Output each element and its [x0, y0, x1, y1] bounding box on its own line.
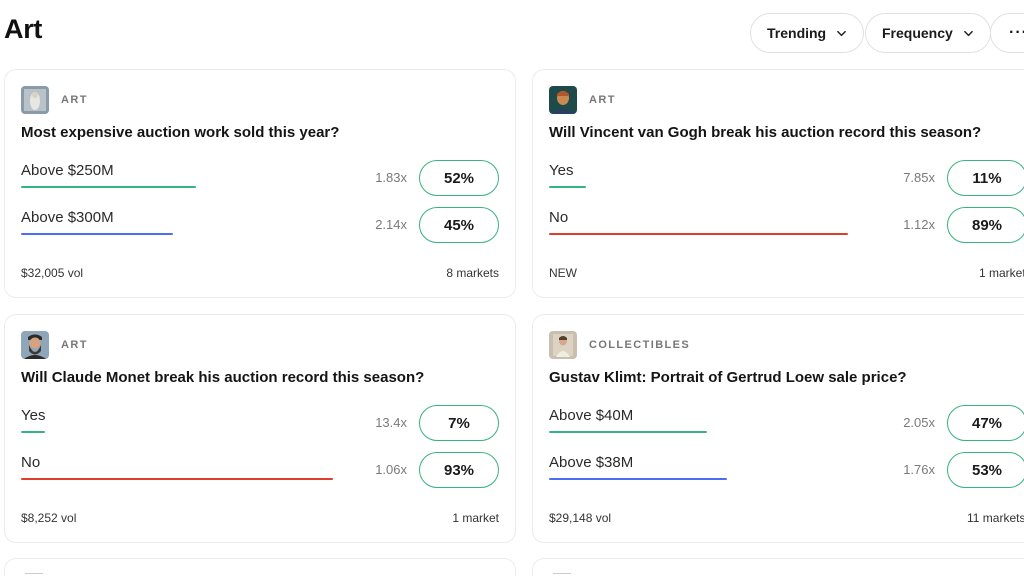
frequency-filter-button[interactable]: Frequency — [865, 13, 991, 53]
page-title: Art — [4, 14, 43, 44]
outcome-row[interactable]: No 1.12x 89% — [549, 207, 1024, 247]
outcome-probability-bar — [21, 186, 196, 188]
klimt-portrait-thumbnail-icon — [549, 331, 577, 359]
outcome-label: Yes — [549, 162, 574, 179]
outcome-multiplier: 1.12x — [903, 217, 935, 232]
outcome-label: Above $38M — [549, 454, 634, 471]
market-card[interactable]: ART Will Claude Monet break his auction … — [4, 314, 516, 543]
outcome-probability-bar — [549, 186, 586, 188]
chevron-down-icon — [837, 30, 847, 36]
outcome-multiplier: 7.85x — [903, 170, 935, 185]
outcome-percent-button[interactable]: 7% — [419, 405, 499, 441]
outcome-multiplier: 2.05x — [903, 415, 935, 430]
outcome-percent-button[interactable]: 93% — [419, 452, 499, 488]
thumbnail-placeholder — [553, 573, 571, 576]
frequency-filter-label: Frequency — [882, 25, 953, 41]
outcome-percent-button[interactable]: 11% — [947, 160, 1024, 196]
outcome-multiplier: 13.4x — [375, 415, 407, 430]
chevron-down-icon — [963, 30, 973, 36]
outcome-probability-bar — [549, 478, 727, 480]
outcome-label: Above $250M — [21, 162, 114, 179]
market-card[interactable]: ART Most expensive auction work sold thi… — [4, 69, 516, 298]
more-icon: ··· — [1009, 24, 1024, 41]
market-card-partial[interactable] — [532, 558, 1024, 576]
outcome-multiplier: 2.14x — [375, 217, 407, 232]
volume-label: $8,252 vol — [21, 511, 77, 525]
outcome-row[interactable]: Above $40M 2.05x 47% — [549, 405, 1024, 445]
outcome-row[interactable]: Above $38M 1.76x 53% — [549, 452, 1024, 492]
more-options-button[interactable]: ··· — [990, 13, 1024, 53]
market-question[interactable]: Will Vincent van Gogh break his auction … — [549, 124, 982, 141]
outcome-percent-button[interactable]: 45% — [419, 207, 499, 243]
outcome-multiplier: 1.83x — [375, 170, 407, 185]
outcome-probability-bar — [21, 478, 333, 480]
volume-label: $29,148 vol — [549, 511, 612, 525]
outcome-row[interactable]: Above $300M 2.14x 45% — [21, 207, 499, 247]
outcome-percent-button[interactable]: 47% — [947, 405, 1024, 441]
outcome-label: No — [549, 209, 569, 226]
outcome-probability-bar — [21, 431, 45, 433]
painting-thumbnail-icon — [21, 86, 49, 114]
category-label: ART — [61, 94, 88, 106]
markets-count: 11 markets — [967, 511, 1024, 525]
outcome-row[interactable]: Yes 7.85x 11% — [549, 160, 1024, 200]
outcome-label: Above $40M — [549, 407, 634, 424]
trending-filter-label: Trending — [767, 25, 827, 41]
market-question[interactable]: Will Claude Monet break his auction reco… — [21, 369, 425, 386]
volume-label: NEW — [549, 266, 577, 280]
outcome-percent-button[interactable]: 89% — [947, 207, 1024, 243]
category-label: COLLECTIBLES — [589, 339, 691, 351]
market-card-partial[interactable] — [4, 558, 516, 576]
outcome-probability-bar — [549, 233, 848, 235]
category-label: ART — [589, 94, 616, 106]
outcome-row[interactable]: No 1.06x 93% — [21, 452, 499, 492]
outcome-probability-bar — [21, 233, 173, 235]
outcome-label: Yes — [21, 407, 46, 424]
outcome-percent-button[interactable]: 53% — [947, 452, 1024, 488]
outcome-row[interactable]: Yes 13.4x 7% — [21, 405, 499, 445]
outcome-multiplier: 1.76x — [903, 462, 935, 477]
market-card[interactable]: COLLECTIBLES Gustav Klimt: Portrait of G… — [532, 314, 1024, 543]
market-question[interactable]: Most expensive auction work sold this ye… — [21, 124, 340, 141]
markets-count: 1 market — [452, 511, 499, 525]
outcome-row[interactable]: Above $250M 1.83x 52% — [21, 160, 499, 200]
market-card[interactable]: ART Will Vincent van Gogh break his auct… — [532, 69, 1024, 298]
volume-label: $32,005 vol — [21, 266, 84, 280]
outcome-label: Above $300M — [21, 209, 114, 226]
category-label: ART — [61, 339, 88, 351]
market-question[interactable]: Gustav Klimt: Portrait of Gertrud Loew s… — [549, 369, 907, 386]
thumbnail-placeholder — [25, 573, 43, 576]
van-gogh-portrait-thumbnail-icon — [549, 86, 577, 114]
outcome-percent-button[interactable]: 52% — [419, 160, 499, 196]
markets-count: 8 markets — [446, 266, 499, 280]
outcome-probability-bar — [549, 431, 707, 433]
markets-count: 1 market — [979, 266, 1024, 280]
trending-filter-button[interactable]: Trending — [750, 13, 865, 53]
outcome-label: No — [21, 454, 41, 471]
outcome-multiplier: 1.06x — [375, 462, 407, 477]
monet-portrait-thumbnail-icon — [21, 331, 49, 359]
